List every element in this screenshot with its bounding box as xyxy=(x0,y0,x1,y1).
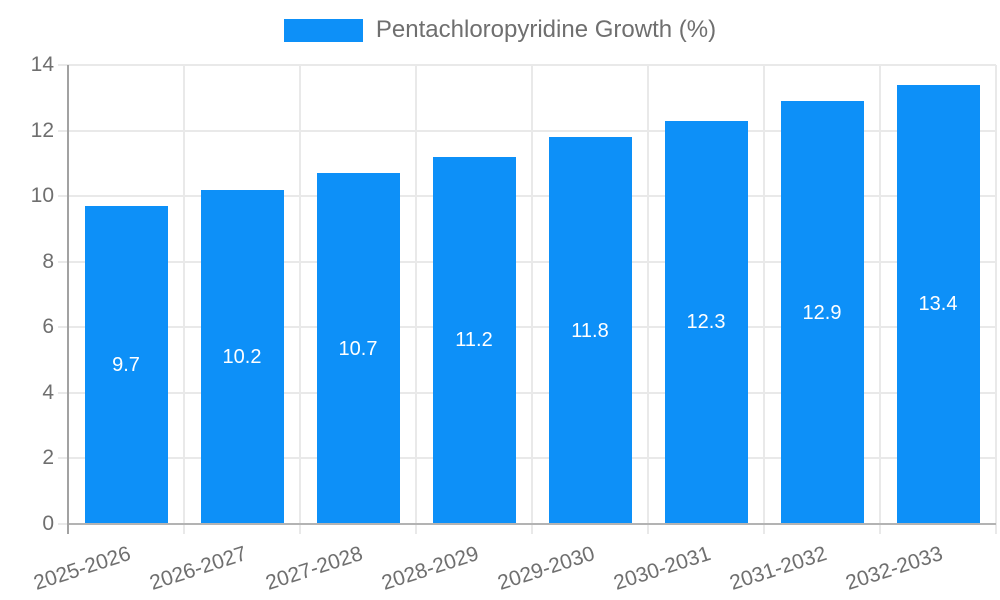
x-gridline xyxy=(763,65,765,534)
x-tick-label: 2029-2030 xyxy=(494,542,598,595)
legend-swatch-icon xyxy=(283,18,363,42)
x-tick-label: 2026-2027 xyxy=(146,542,250,595)
bar-value-label: 12.9 xyxy=(802,301,842,324)
x-axis-line xyxy=(68,523,996,525)
y-tick xyxy=(58,260,68,263)
x-tick-label: 2028-2029 xyxy=(378,542,482,595)
y-axis-line xyxy=(67,65,69,534)
y-tick-label: 4 xyxy=(42,380,54,404)
x-gridline xyxy=(531,65,533,534)
bar[interactable] xyxy=(896,84,980,523)
y-tick xyxy=(58,391,68,394)
y-tick xyxy=(58,326,68,329)
bar[interactable] xyxy=(780,101,864,523)
bar-value-label: 9.7 xyxy=(112,353,140,376)
y-tick-label: 2 xyxy=(42,446,54,470)
y-tick xyxy=(58,64,68,66)
y-tick xyxy=(58,129,68,132)
x-tick-label: 2025-2026 xyxy=(30,542,134,595)
x-tick-label: 2030-2031 xyxy=(610,542,714,595)
bar-value-label: 11.2 xyxy=(455,329,493,352)
y-tick xyxy=(58,523,68,525)
bar[interactable] xyxy=(432,156,516,523)
y-tick-label: 12 xyxy=(30,118,54,142)
x-gridline xyxy=(647,65,649,534)
bar[interactable] xyxy=(548,137,632,523)
bar-value-label: 10.2 xyxy=(222,345,262,368)
y-tick xyxy=(58,195,68,198)
x-tick-label: 2027-2028 xyxy=(262,542,366,595)
y-tick-label: 6 xyxy=(42,315,54,339)
y-tick-label: 0 xyxy=(42,512,54,535)
bar[interactable] xyxy=(664,120,748,523)
x-gridline xyxy=(183,65,185,534)
y-tick-label: 8 xyxy=(42,249,54,273)
bar-value-label: 12.3 xyxy=(686,311,726,334)
bar-value-label: 11.8 xyxy=(571,319,609,342)
y-tick-label: 14 xyxy=(30,53,54,76)
legend[interactable]: Pentachloropyridine Growth (%) xyxy=(0,16,1000,44)
x-gridline xyxy=(415,65,417,534)
bar-value-label: 10.7 xyxy=(338,337,378,360)
bar[interactable] xyxy=(200,189,284,523)
x-gridline xyxy=(299,65,301,534)
legend-label: Pentachloropyridine Growth (%) xyxy=(375,16,717,43)
x-gridline xyxy=(879,65,881,534)
y-tick-label: 10 xyxy=(30,184,54,208)
bar[interactable] xyxy=(84,205,168,523)
bar[interactable] xyxy=(316,173,400,523)
x-gridline xyxy=(995,65,997,534)
x-tick-label: 2032-2033 xyxy=(842,542,946,595)
bar-value-label: 13.4 xyxy=(918,293,958,316)
x-tick-label: 2031-2032 xyxy=(726,542,830,595)
y-tick xyxy=(58,457,68,460)
